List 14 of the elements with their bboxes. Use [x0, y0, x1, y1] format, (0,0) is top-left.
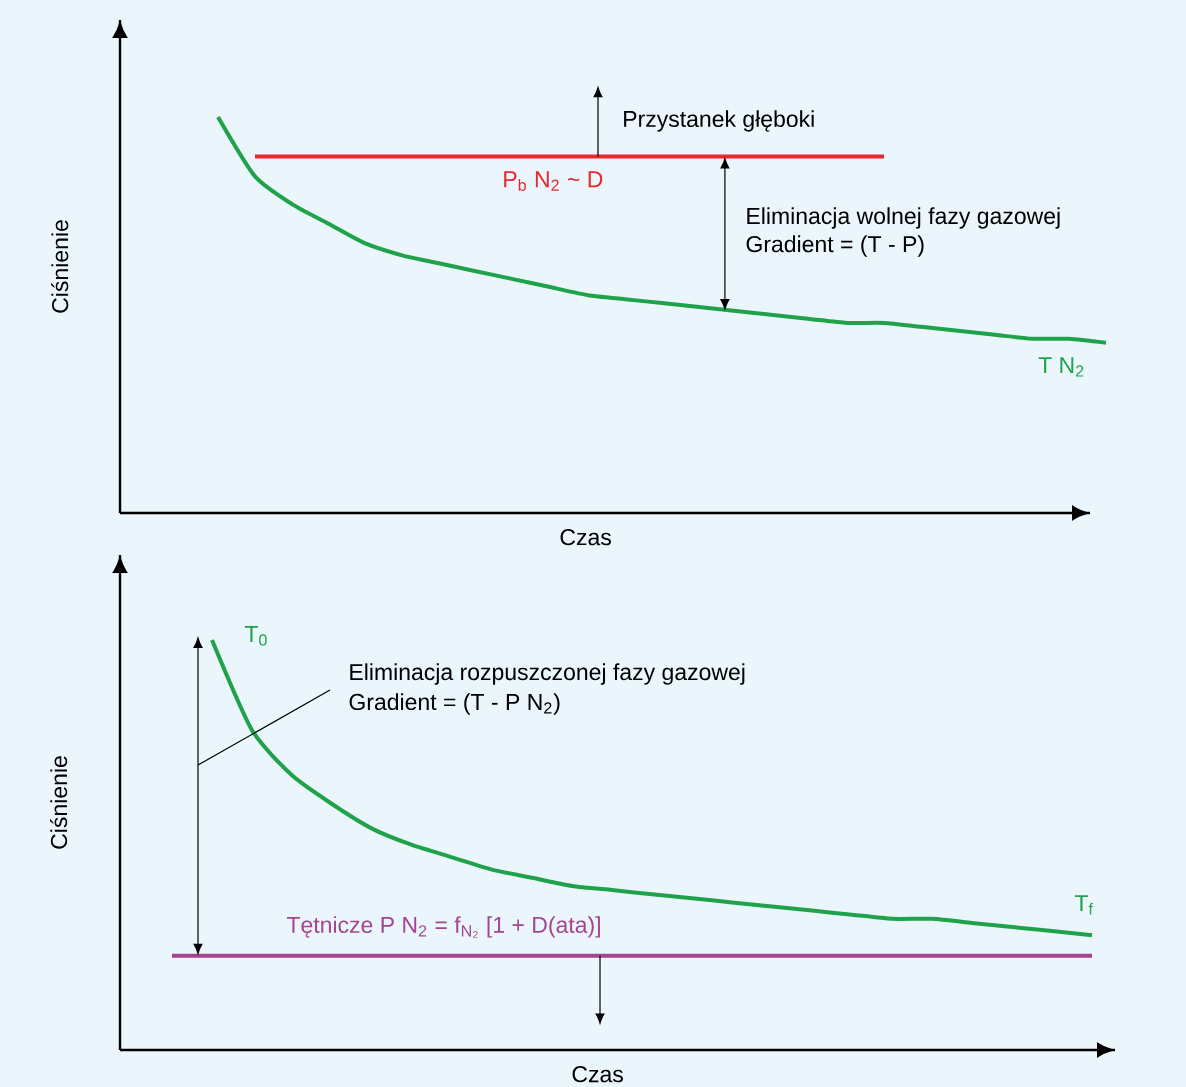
y-axis-title: Ciśnienie: [50, 756, 68, 849]
series-label: P$_{b}$ N$_{2}$ ~ D: [504, 171, 603, 191]
series-label: T N$_{2}$: [1038, 357, 1084, 377]
y-axis-title: Ciśnienie: [51, 220, 69, 313]
annotation: Przystanek głęboki: [624, 110, 814, 132]
x-axis-title: Czas: [572, 1066, 623, 1083]
series-label: T$_{0}$: [244, 626, 267, 646]
annotation: Eliminacja rozpuszczonej fazy gazowej: [350, 663, 745, 685]
series-label: Tętnicze P N$_{2}$ = f$_{N₂}$ [1 + D(ata)]: [286, 916, 600, 938]
x-axis-title: Czas: [560, 529, 611, 546]
annotation: T$_{f}$: [1074, 895, 1093, 915]
annotation: Gradient = (T - P): [746, 235, 924, 257]
annotation: Eliminacja wolnej fazy gazowej: [747, 207, 1060, 229]
annotation: Gradient = (T - P N$_{2}$): [349, 693, 560, 715]
